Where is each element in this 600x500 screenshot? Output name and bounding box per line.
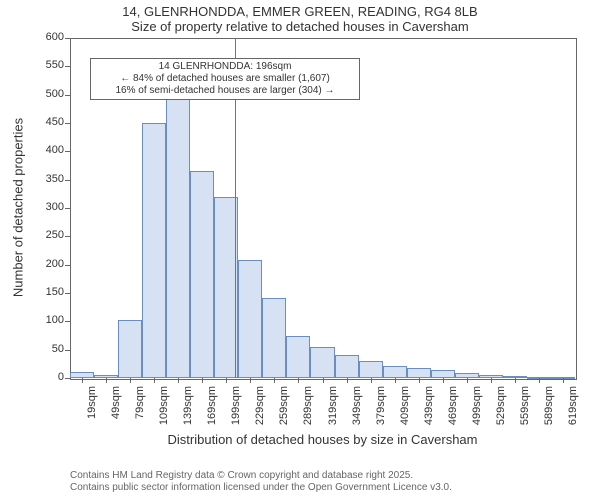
y-tick-label: 150 <box>34 286 64 298</box>
annotation-box: 14 GLENRHONDDA: 196sqm ← 84% of detached… <box>90 58 360 100</box>
chart-title-address: 14, GLENRHONDDA, EMMER GREEN, READING, R… <box>0 0 600 19</box>
x-tick-label: 139sqm <box>182 386 194 430</box>
x-tick-label: 619sqm <box>567 386 579 430</box>
x-tick-label: 289sqm <box>302 386 314 430</box>
histogram-bar <box>431 370 455 379</box>
x-tick-label: 409sqm <box>399 386 411 430</box>
histogram-bar <box>359 361 383 378</box>
x-tick-label: 229sqm <box>254 386 266 430</box>
license-line2: Contains public sector information licen… <box>70 482 452 494</box>
x-tick-label: 349sqm <box>351 386 363 430</box>
histogram-bar <box>238 260 262 378</box>
x-tick-label: 49sqm <box>110 386 122 430</box>
y-tick-label: 500 <box>34 88 64 100</box>
license-text: Contains HM Land Registry data © Crown c… <box>70 470 452 494</box>
chart-subtitle: Size of property relative to detached ho… <box>0 19 600 34</box>
y-tick-label: 250 <box>34 229 64 241</box>
y-tick-label: 300 <box>34 201 64 213</box>
x-tick-label: 469sqm <box>447 386 459 430</box>
y-tick-label: 50 <box>34 343 64 355</box>
histogram-bar <box>335 355 359 378</box>
x-tick-label: 529sqm <box>495 386 507 430</box>
annotation-line2: ← 84% of detached houses are smaller (1,… <box>95 73 355 85</box>
annotation-line3: 16% of semi-detached houses are larger (… <box>95 85 355 97</box>
y-tick-label: 600 <box>34 31 64 43</box>
histogram-bar <box>166 98 190 379</box>
x-tick-label: 499sqm <box>471 386 483 430</box>
x-tick-label: 439sqm <box>423 386 435 430</box>
x-tick-label: 559sqm <box>519 386 531 430</box>
histogram-bar <box>407 368 431 378</box>
y-axis-label: Number of detached properties <box>11 108 26 308</box>
x-tick-label: 379sqm <box>375 386 387 430</box>
property-size-chart: 14, GLENRHONDDA, EMMER GREEN, READING, R… <box>0 0 600 500</box>
y-tick-label: 0 <box>34 371 64 383</box>
histogram-bar <box>310 347 334 378</box>
y-tick-label: 400 <box>34 144 64 156</box>
histogram-bar <box>262 298 286 378</box>
annotation-line1: 14 GLENRHONDDA: 196sqm <box>95 61 355 73</box>
y-tick-label: 450 <box>34 116 64 128</box>
x-tick-label: 199sqm <box>230 386 242 430</box>
x-tick-label: 109sqm <box>158 386 170 430</box>
x-tick-label: 79sqm <box>134 386 146 430</box>
y-tick-label: 200 <box>34 258 64 270</box>
histogram-bar <box>383 366 407 378</box>
histogram-bar <box>142 123 166 378</box>
histogram-bar <box>286 336 310 379</box>
y-tick-label: 550 <box>34 59 64 71</box>
y-tick-label: 350 <box>34 173 64 185</box>
x-tick-label: 589sqm <box>543 386 555 430</box>
x-tick-label: 319sqm <box>327 386 339 430</box>
license-line1: Contains HM Land Registry data © Crown c… <box>70 470 452 482</box>
histogram-bar <box>118 320 142 378</box>
x-tick-label: 19sqm <box>86 386 98 430</box>
x-axis-label: Distribution of detached houses by size … <box>70 432 575 447</box>
histogram-bar <box>190 171 214 378</box>
y-tick-label: 100 <box>34 314 64 326</box>
x-tick-label: 169sqm <box>206 386 218 430</box>
x-tick-label: 259sqm <box>278 386 290 430</box>
